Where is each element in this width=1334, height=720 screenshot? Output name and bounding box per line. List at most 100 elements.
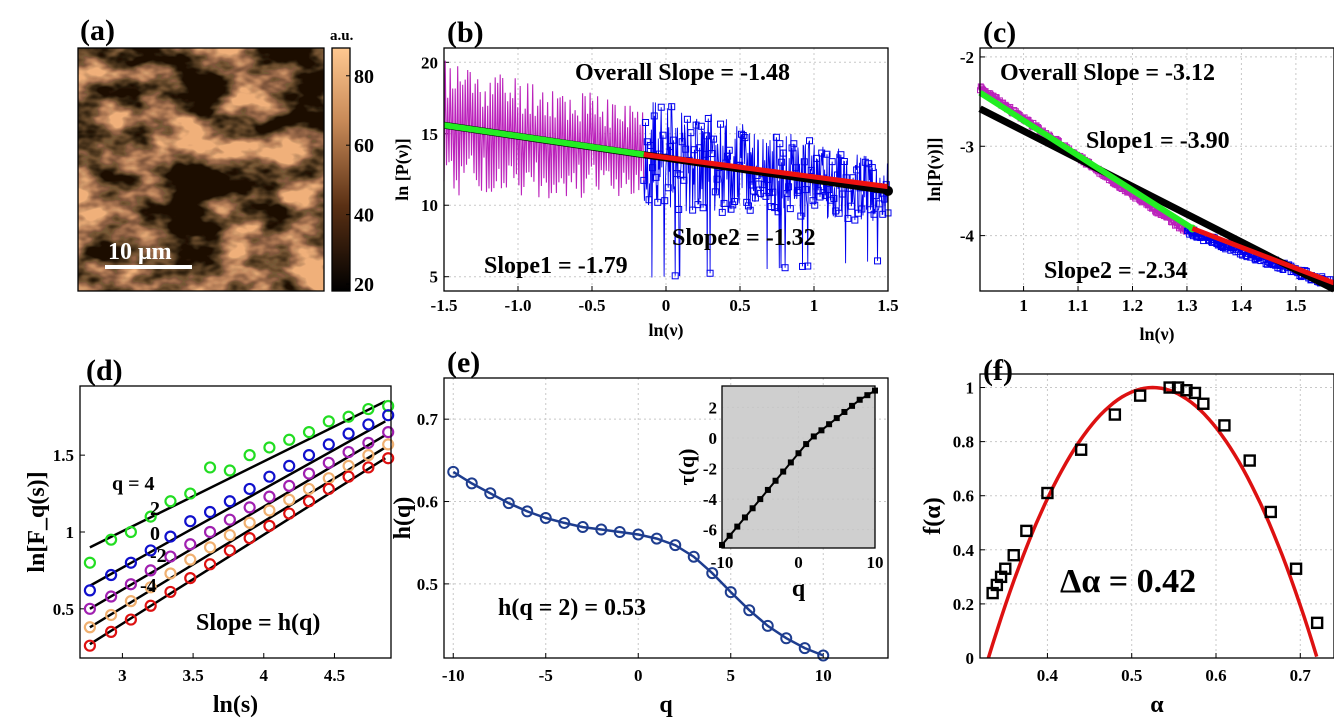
panel-f-y-axis-label: f(α) [920, 497, 946, 534]
panel-label-f: (f) [983, 354, 1013, 387]
colorbar-tick-label: 20 [354, 274, 374, 296]
panel-d-y-tick-label: 1.5 [53, 446, 74, 465]
inset-y-tick-label: -2 [703, 460, 717, 479]
scatter-point-4 [263, 519, 276, 532]
panel-c-y-tick-label: -2 [960, 48, 974, 67]
hq-point [558, 516, 571, 529]
blue-spectrum-marker [647, 141, 655, 149]
blue-spectrum-marker [668, 103, 676, 111]
slope2-annotation: Slope2 = -1.32 [672, 225, 816, 251]
panel-f-y-tick-label: 0.6 [953, 487, 974, 506]
panel-b-x-tick-label: -0.5 [579, 296, 606, 315]
blue-spectrum-marker [727, 205, 735, 213]
falpha-point [1310, 616, 1324, 630]
blue-spectrum-marker [828, 158, 836, 166]
panel-b-x-tick-label: -1.0 [505, 296, 532, 315]
panel-b-frame [443, 47, 889, 292]
scatter-point-0 [203, 461, 217, 474]
blue-spectrum-marker [687, 129, 695, 137]
falpha-point [1133, 389, 1147, 402]
falpha-point [1243, 454, 1256, 467]
fit-line-2 [89, 434, 386, 610]
blue-spectrum-marker [690, 146, 698, 154]
falpha-point [1041, 486, 1054, 500]
scale-bar-label: 10 μm [108, 239, 172, 265]
blue-spectrum-marker [858, 205, 866, 213]
scatter-point-0 [104, 533, 118, 546]
afm-image-texture [78, 48, 324, 291]
hq-point [576, 521, 589, 534]
scatter-point-0 [283, 433, 296, 446]
panel-b-x-axis-label: ln(ν) [648, 320, 683, 341]
hq-point [484, 487, 497, 500]
q-label-0: q = 4 [112, 473, 155, 495]
scatter-point-3 [83, 621, 96, 634]
blue-spectrum-marker [713, 175, 721, 183]
scatter-point-4 [302, 495, 316, 508]
slope2-fit-line [643, 152, 889, 190]
tau-point [749, 505, 756, 512]
panel-d-frame [79, 385, 392, 659]
scatter-point-3 [362, 449, 375, 462]
scatter-point-1 [362, 418, 375, 431]
scatter-point-0 [124, 525, 137, 539]
blue-spectrum-marker [751, 194, 759, 202]
scatter-point-2 [104, 590, 118, 603]
scatter-point-1 [203, 505, 217, 519]
tau-point [734, 523, 741, 530]
blue-spectrum-marker [746, 206, 754, 214]
panel-d-x-tick-label: 4 [260, 666, 269, 685]
panel-b-x-tick-label: 1.5 [877, 296, 898, 315]
scatter-point-0 [342, 410, 355, 423]
scatter-point-2 [83, 602, 96, 615]
panel-b-y-axis-label: ln [P(ν)] [392, 138, 413, 201]
panel-label-e: (e) [447, 346, 480, 379]
panel-c-x-tick-label: 1 [1019, 296, 1028, 315]
hq-point [539, 512, 552, 524]
blue-spectrum-marker [718, 208, 726, 216]
blue-spectrum-marker [853, 166, 861, 174]
blue-spectrum-marker [785, 183, 793, 191]
hq-point [632, 528, 645, 541]
tau-point [741, 514, 748, 521]
blue-spectrum-marker [669, 136, 677, 144]
blue-spectrum-marker [847, 202, 855, 210]
panel-d-x-axis-label: ln(s) [213, 692, 258, 718]
panel-e-x-axis-label: q [659, 692, 673, 718]
colorbar-tick-label: 60 [354, 135, 374, 157]
scatter-point-4 [144, 599, 157, 612]
blue-spectrum-marker [807, 166, 815, 174]
scatter-point-4 [124, 613, 137, 626]
blue-spectrum-marker [725, 146, 733, 154]
panel-f-y-tick-label: 1 [966, 379, 975, 398]
blue-spectrum-marker [851, 216, 859, 224]
blue-spectrum-marker [671, 272, 679, 280]
falpha-point [1171, 381, 1185, 394]
blue-spectrum-marker [744, 202, 752, 210]
blue-spectrum-marker [809, 197, 817, 205]
scatter-point-2 [203, 525, 217, 539]
scatter-point-1 [223, 495, 236, 508]
panel-c-y-tick-label: -4 [960, 227, 975, 246]
blue-spectrum-marker [823, 150, 831, 158]
scatter-point-3 [382, 438, 395, 451]
panel-f-y-tick-label: 0.8 [953, 433, 974, 452]
scatter-point-1 [104, 568, 118, 582]
scatter-point-4 [164, 585, 177, 599]
blue-spectrum-marker [696, 144, 704, 152]
blue-spectrum-marker [806, 137, 814, 145]
blue-spectrum-marker [703, 132, 711, 140]
falpha-point [1197, 397, 1210, 410]
falpha-point [1007, 549, 1020, 562]
q-label-3: -2 [150, 545, 167, 567]
inset-x-tick-label: 10 [867, 553, 884, 572]
scatter-point-1 [144, 544, 157, 557]
panel-b-x-tick-label: -1.5 [431, 296, 458, 315]
blue-spectrum-marker [874, 257, 882, 265]
scatter-point-2 [124, 578, 137, 591]
blue-spectrum-marker [776, 140, 784, 148]
blue-spectrum-marker [642, 118, 650, 126]
blue-spectrum-marker [781, 264, 789, 272]
fit-line-0 [89, 400, 386, 549]
blue-spectrum-marker [792, 164, 800, 172]
